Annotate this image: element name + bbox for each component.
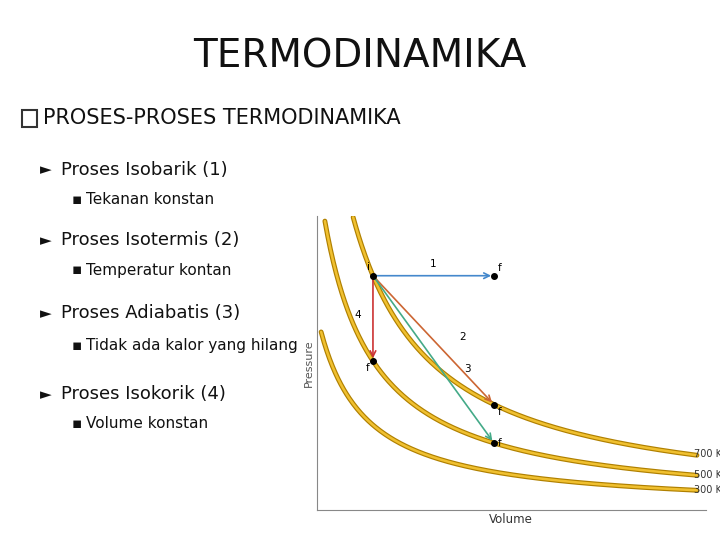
X-axis label: Volume: Volume [490,513,533,526]
Text: Proses Isotermis (2): Proses Isotermis (2) [61,231,240,249]
Text: ►: ► [40,163,51,178]
Text: f: f [498,438,502,448]
Text: f: f [366,363,369,374]
Text: ►: ► [40,387,51,402]
Text: ►: ► [40,306,51,321]
Text: Volume konstan: Volume konstan [86,416,209,431]
Text: 4: 4 [354,310,361,320]
Text: 3: 3 [464,363,470,374]
Text: 2: 2 [459,332,466,342]
Text: f: f [498,407,502,417]
Text: ►: ► [40,233,51,248]
Y-axis label: Pressure: Pressure [304,339,314,387]
Text: Temperatur kontan: Temperatur kontan [86,262,232,278]
Text: Tekanan konstan: Tekanan konstan [86,192,215,207]
Text: i: i [366,262,369,272]
Text: ▪: ▪ [72,416,82,431]
Text: Tidak ada kalor yang hilang: Tidak ada kalor yang hilang [86,338,298,353]
Text: TERMODINAMIKA: TERMODINAMIKA [193,38,527,76]
Text: 500 K: 500 K [694,470,720,480]
Text: 1: 1 [430,259,437,269]
Text: f: f [498,264,502,273]
Text: 300 K: 300 K [694,485,720,495]
Text: Proses Isokorik (4): Proses Isokorik (4) [61,385,226,403]
Text: Proses Isobarik (1): Proses Isobarik (1) [61,161,228,179]
Text: ▪: ▪ [72,338,82,353]
Bar [22,110,37,127]
Text: ▪: ▪ [72,192,82,207]
Text: ▪: ▪ [72,262,82,278]
Text: Proses Adiabatis (3): Proses Adiabatis (3) [61,304,240,322]
Text: 700 K: 700 K [694,449,720,460]
Text: PROSES-PROSES TERMODINAMIKA: PROSES-PROSES TERMODINAMIKA [43,108,401,129]
